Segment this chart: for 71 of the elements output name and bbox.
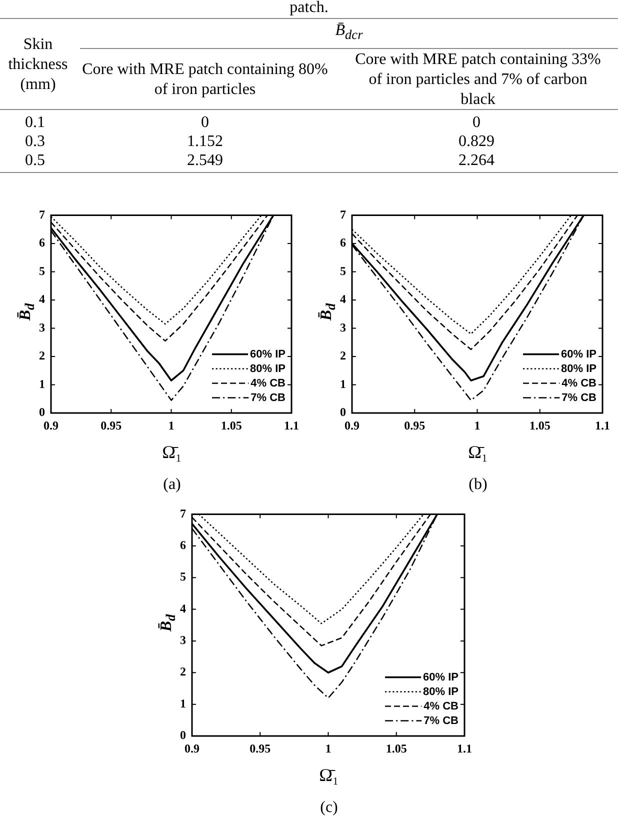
y-tick-label: 0 (340, 405, 346, 420)
x-tick-label: 0.9 (44, 418, 58, 432)
legend-label: 4% CB (424, 700, 459, 712)
x-tick-label: 1.05 (220, 418, 242, 432)
y-tick-label: 5 (340, 264, 346, 278)
x-axis-title: Ω̄₁ (162, 441, 182, 463)
text: 0.1 (25, 112, 45, 132)
legend-label: 7% CB (562, 392, 597, 404)
y-tick-label: 1 (180, 696, 186, 710)
y-tick-label: 0 (39, 405, 45, 420)
y-tick-label: 3 (340, 320, 346, 334)
y-tick-label: 1 (340, 376, 346, 391)
x-tick-label: 0.95 (250, 741, 271, 756)
text: 0 (201, 112, 209, 132)
text: 0.3 (25, 132, 45, 152)
x-axis-title: Ω̄₁ (468, 441, 488, 463)
text: Core with MRE patch containing 80% of iron particles (81, 60, 329, 100)
x-tick-label: 1.1 (457, 741, 472, 756)
text: 0.5 (25, 150, 45, 170)
y-tick-label: 0 (180, 728, 186, 742)
legend-label: 80% IP (250, 362, 286, 375)
text: Core with MRE patch containing 33% of iron particles and 7% of carbon black (354, 50, 602, 110)
legend-label: 7% CB (424, 714, 459, 727)
y-tick-label: 4 (39, 292, 45, 306)
legend-label: 80% IP (423, 686, 458, 698)
text: patch. (290, 0, 328, 16)
y-tick-label: 3 (39, 320, 45, 334)
y-tick-label: 6 (39, 236, 45, 250)
y-tick-label: 4 (180, 601, 186, 616)
y-tick-label: 4 (340, 292, 346, 306)
y-tick-label: 5 (39, 264, 45, 278)
text: 2.264 (458, 150, 494, 170)
x-tick-label: 1 (168, 418, 174, 432)
x-tick-label: 0.9 (344, 418, 360, 432)
y-tick-label: 2 (39, 348, 45, 363)
text: 2.549 (187, 150, 223, 170)
text: Skin thickness (mm) (7, 35, 69, 95)
text: 0 (472, 112, 480, 132)
text: (a) (163, 475, 181, 495)
text: (c) (320, 798, 338, 818)
y-tick-label: 5 (180, 570, 186, 584)
legend-label: 60% IP (561, 348, 596, 360)
y-tick-label: 7 (340, 207, 346, 222)
text: B̄$_{dcr}$ (335, 21, 363, 45)
x-tick-label: 1.05 (529, 418, 550, 432)
y-tick-label: 2 (180, 664, 186, 679)
y-tick-label: 7 (180, 506, 186, 520)
x-tick-label: 0.95 (100, 418, 122, 432)
legend-label: 4% CB (562, 377, 597, 390)
y-tick-label: 3 (180, 633, 186, 648)
legend-label: 7% CB (250, 392, 286, 404)
text: 0.829 (458, 132, 494, 152)
x-tick-label: 0.95 (404, 418, 426, 432)
x-tick-label: 1.1 (595, 418, 610, 432)
x-tick-label: 0.9 (184, 741, 200, 756)
text: (b) (468, 475, 488, 495)
x-tick-label: 1.05 (386, 741, 407, 756)
y-tick-label: 2 (340, 348, 346, 363)
y-tick-label: 6 (180, 538, 186, 552)
legend-label: 80% IP (561, 362, 596, 375)
x-tick-label: 1 (325, 741, 332, 756)
x-tick-label: 1.1 (284, 418, 299, 432)
x-axis-title: Ω̄₁ (319, 764, 339, 786)
legend-label: 4% CB (250, 377, 286, 390)
legend-label: 60% IP (250, 348, 286, 360)
x-tick-label: 1 (474, 418, 480, 432)
text: 1.152 (187, 132, 223, 152)
legend-label: 60% IP (423, 671, 458, 684)
y-tick-label: 7 (39, 207, 45, 222)
y-tick-label: 1 (39, 376, 45, 391)
y-tick-label: 6 (340, 236, 346, 250)
